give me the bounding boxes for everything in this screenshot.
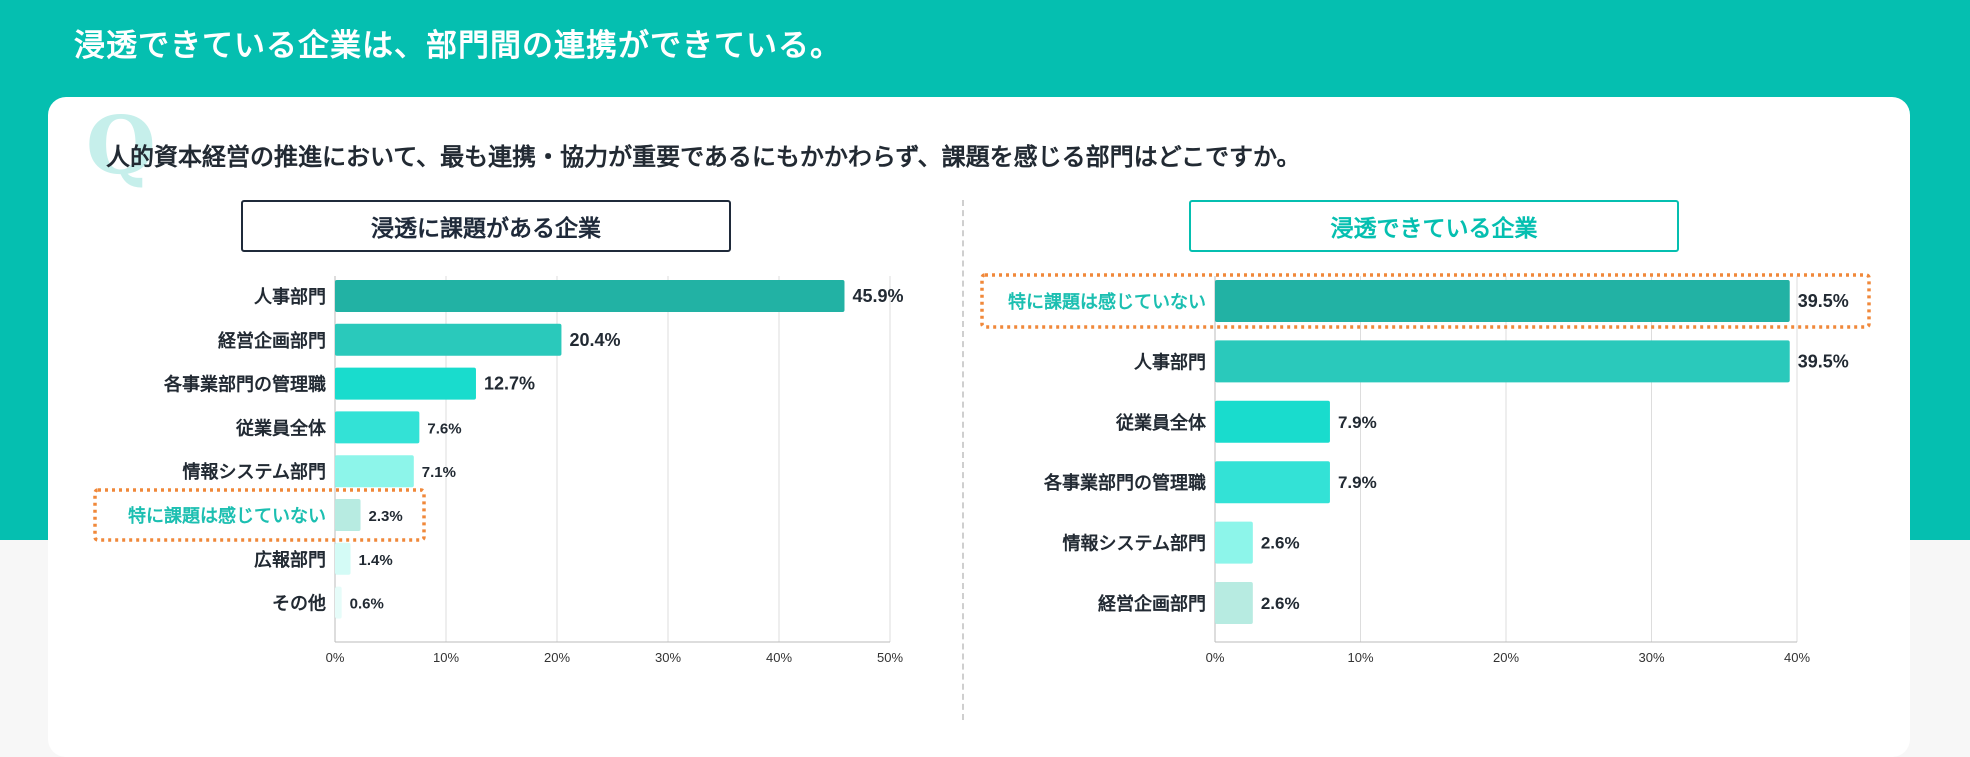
left-category-label: 人事部門: [254, 286, 326, 307]
left-category-label: 情報システム部門: [183, 461, 326, 482]
left-category-label: 各事業部門の管理職: [163, 374, 326, 395]
left-bar-chart: 0% 10% 20% 30% 40% 50% 45.9% 人事部門 20.4% 経営企画部門 12.…: [93, 276, 904, 665]
left-tick-label: 40%: [766, 650, 792, 665]
left-category-label: 従業員全体: [235, 417, 327, 438]
right-category-label: 経営企画部門: [1098, 593, 1206, 614]
left-bar: [335, 499, 361, 531]
left-chart-title: 浸透に課題がある企業: [241, 200, 731, 252]
left-value-label: 12.7%: [484, 374, 535, 394]
left-bar: [335, 367, 476, 400]
left-value-label: 45.9%: [852, 286, 903, 306]
right-category-label: 各事業部門の管理職: [1043, 472, 1206, 493]
right-bar: [1215, 582, 1253, 624]
left-value-label: 7.1%: [422, 464, 456, 481]
left-bar: [335, 411, 420, 444]
left-tick-label: 10%: [433, 650, 459, 665]
right-category-label: 特に課題は感じていない: [1008, 291, 1206, 312]
right-value-label: 7.9%: [1338, 473, 1377, 492]
left-value-label: 0.6%: [350, 596, 384, 613]
right-bar: [1215, 400, 1330, 443]
right-bar: [1215, 461, 1330, 504]
right-bar: [1215, 521, 1253, 564]
left-category-label: 経営企画部門: [218, 330, 326, 351]
right-tick-label: 30%: [1638, 650, 1664, 665]
right-bar: [1215, 280, 1790, 322]
panel-divider: [962, 200, 964, 720]
right-value-label: 2.6%: [1261, 534, 1300, 553]
left-tick-label: 20%: [544, 650, 570, 665]
right-value-label: 39.5%: [1798, 351, 1849, 371]
left-category-label: 広報部門: [254, 549, 326, 570]
right-bar: [1215, 340, 1790, 383]
left-bar: [335, 586, 342, 619]
right-tick-label: 0%: [1206, 650, 1225, 665]
left-bar: [335, 455, 414, 488]
left-bar: [335, 323, 562, 356]
left-value-label: 7.6%: [427, 420, 461, 437]
left-value-label: 1.4%: [359, 552, 393, 569]
right-category-label: 情報システム部門: [1063, 533, 1206, 554]
left-highlight-box: [93, 488, 426, 542]
left-tick-label: 50%: [877, 650, 903, 665]
right-tick-label: 40%: [1784, 650, 1810, 665]
right-category-label: 人事部門: [1134, 351, 1206, 372]
right-bar-chart: 0% 10% 20% 30% 40% 39.5% 特に課題は感じていない 39.5% 人事部門 7…: [980, 273, 1871, 665]
left-bar: [335, 280, 845, 312]
left-value-label: 2.3%: [369, 508, 403, 525]
right-value-label: 39.5%: [1798, 291, 1849, 311]
right-value-label: 2.6%: [1261, 594, 1300, 613]
right-category-label: 従業員全体: [1115, 412, 1207, 433]
right-tick-label: 10%: [1347, 650, 1373, 665]
page-headline: 浸透できている企業は、部門間の連携ができている。: [74, 28, 842, 64]
left-bar: [335, 542, 351, 575]
right-value-label: 7.9%: [1338, 413, 1377, 432]
left-category-label: その他: [272, 593, 326, 614]
left-category-label: 特に課題は感じていない: [128, 505, 326, 526]
left-tick-label: 0%: [326, 650, 345, 665]
left-tick-label: 30%: [655, 650, 681, 665]
right-tick-label: 20%: [1493, 650, 1519, 665]
right-chart-title: 浸透できている企業: [1189, 200, 1679, 252]
question-mark: Q: [86, 98, 156, 192]
left-value-label: 20.4%: [569, 330, 620, 350]
question-text: 人的資本経営の推進において、最も連携・協力が重要であるにもかかわらず、課題を感じ…: [106, 143, 1301, 171]
